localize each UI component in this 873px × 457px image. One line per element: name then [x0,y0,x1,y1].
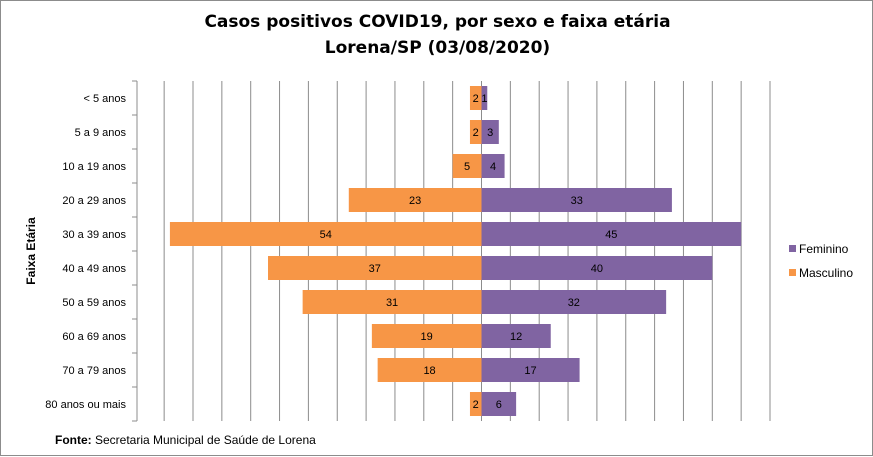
legend-item-masculino: Masculino [789,266,853,280]
data-label-feminino: 33 [571,195,583,207]
bar-feminino [481,188,672,212]
bar-masculino [302,290,482,314]
legend-swatch-feminino [789,245,796,252]
bar-feminino [481,324,551,348]
legend-label-masculino: Masculino [799,266,854,280]
bar-masculino [469,120,482,144]
bar-feminino [481,154,505,178]
bar-feminino [481,392,517,416]
bar-feminino [481,358,580,382]
data-label-masculino: 54 [320,229,332,241]
bar-feminino [481,86,488,110]
data-label-masculino: 23 [409,195,421,207]
category-label: 20 a 29 anos [62,195,126,207]
data-label-feminino: 32 [568,297,580,309]
chart-title: Casos positivos COVID19, por sexo e faix… [204,12,671,32]
bar-feminino [481,120,499,144]
data-label-feminino: 3 [487,127,493,139]
data-label-masculino: 5 [464,161,470,173]
chart-subtitle: Lorena/SP (03/08/2020) [324,38,551,58]
legend-item-feminino: Feminino [789,242,848,256]
bar-feminino [481,222,742,246]
data-label-feminino: 6 [496,399,502,411]
data-label-feminino: 12 [510,331,522,343]
category-label: < 5 anos [83,93,126,105]
data-label-masculino: 2 [473,399,479,411]
bar-masculino [469,392,482,416]
data-label-masculino: 2 [473,93,479,105]
bar-masculino [169,222,482,246]
category-label: 70 a 79 anos [62,365,126,377]
source-text: Secretaria Municipal de Saúde de Lorena [91,433,316,447]
category-label: 30 a 39 anos [62,229,126,241]
data-label-masculino: 18 [423,365,435,377]
bar-masculino [469,86,482,110]
bar-masculino [377,358,482,382]
data-label-feminino: 4 [490,161,496,173]
bar-feminino [481,290,667,314]
data-label-feminino: 1 [481,93,487,105]
category-label: 60 a 69 anos [62,331,126,343]
data-label-masculino: 37 [369,263,381,275]
bar-feminino [481,256,713,280]
category-label: 50 a 59 anos [62,297,126,309]
source-note: Fonte: Secretaria Municipal de Saúde de … [55,433,316,447]
data-label-masculino: 31 [386,297,398,309]
source-label: Fonte: [55,433,92,447]
data-label-feminino: 17 [524,365,536,377]
data-label-feminino: 45 [605,229,617,241]
bar-masculino [371,324,482,348]
data-label-masculino: 19 [421,331,433,343]
legend-swatch-masculino [789,269,796,276]
data-label-masculino: 2 [473,127,479,139]
data-label-feminino: 40 [591,263,603,275]
category-label: 40 a 49 anos [62,263,126,275]
bar-masculino [452,154,482,178]
legend-label-feminino: Feminino [799,242,849,256]
bar-masculino [348,188,482,212]
category-label: 10 a 19 anos [62,161,126,173]
category-label: 80 anos ou mais [45,399,126,411]
bar-masculino [268,256,482,280]
category-label: 5 a 9 anos [75,127,127,139]
